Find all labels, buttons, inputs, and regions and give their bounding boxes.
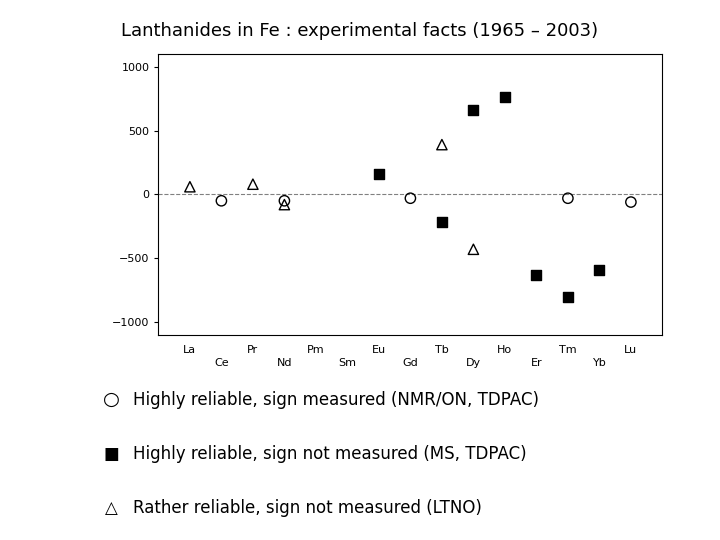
Text: Pm: Pm (307, 345, 325, 355)
Text: Gd: Gd (402, 359, 418, 368)
Point (436, 218, 448, 227)
Text: ■: ■ (104, 444, 120, 463)
Text: Tm: Tm (559, 345, 577, 355)
Point (468, 245, 480, 254)
Point (531, 271, 542, 279)
Point (499, 93, 510, 102)
Point (216, 197, 228, 205)
Text: Eu: Eu (372, 345, 386, 355)
Text: Ho: Ho (498, 345, 513, 355)
Text: Lu: Lu (624, 345, 637, 355)
Text: △: △ (105, 498, 118, 517)
Text: Dy: Dy (466, 359, 481, 368)
Text: Er: Er (531, 359, 542, 368)
Point (436, 140, 448, 149)
Text: Lanthanides in Fe : experimental facts (1965 – 2003): Lanthanides in Fe : experimental facts (… (122, 22, 598, 39)
Point (184, 183, 196, 191)
Text: Rather reliable, sign not measured (LTNO): Rather reliable, sign not measured (LTNO… (133, 498, 482, 517)
Text: Sm: Sm (338, 359, 356, 368)
Point (279, 200, 290, 209)
Text: La: La (184, 345, 197, 355)
Point (562, 194, 574, 202)
Point (625, 198, 636, 206)
Point (373, 170, 384, 178)
Text: ○: ○ (103, 390, 120, 409)
Point (562, 292, 574, 301)
Text: Highly reliable, sign not measured (MS, TDPAC): Highly reliable, sign not measured (MS, … (133, 444, 527, 463)
Text: Yb: Yb (593, 359, 606, 368)
Text: Highly reliable, sign measured (NMR/ON, TDPAC): Highly reliable, sign measured (NMR/ON, … (133, 390, 539, 409)
Point (247, 180, 258, 188)
Point (468, 106, 480, 114)
Text: Ce: Ce (214, 359, 229, 368)
Point (279, 197, 290, 205)
Text: Pr: Pr (248, 345, 258, 355)
Text: Tb: Tb (435, 345, 449, 355)
Point (405, 194, 416, 202)
Point (593, 265, 605, 274)
Text: Nd: Nd (276, 359, 292, 368)
